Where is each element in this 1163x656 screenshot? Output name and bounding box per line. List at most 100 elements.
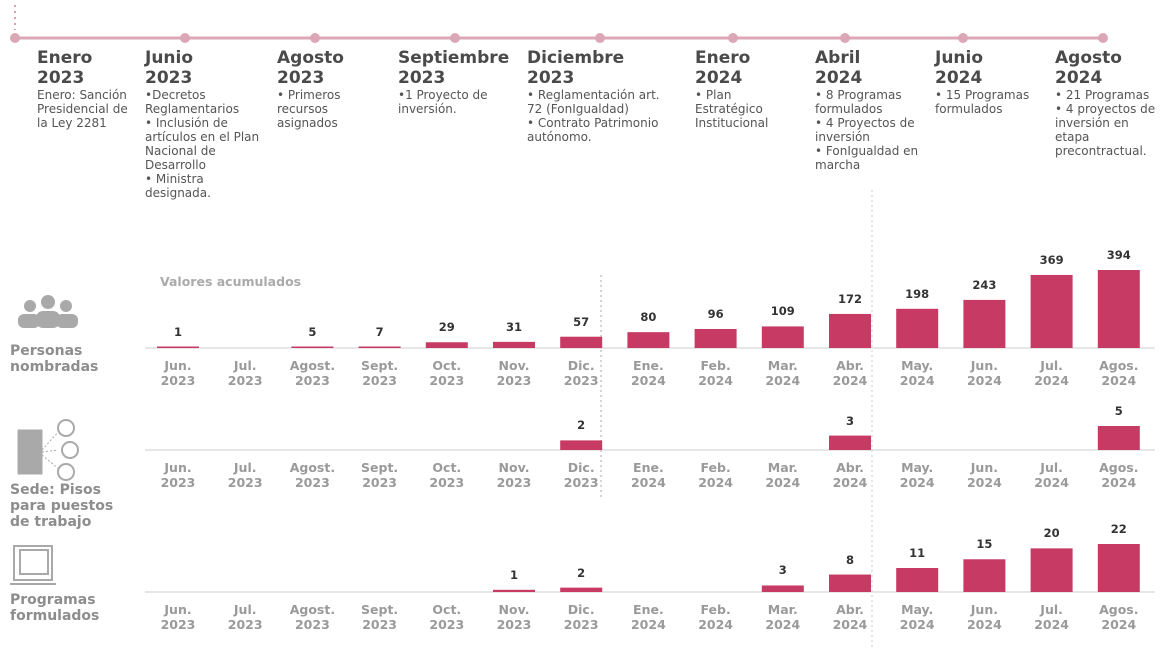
timeline-event: Junio 2024 • 15 Programas formulados bbox=[935, 48, 1035, 116]
event-item: • FonIgualdad en marcha bbox=[815, 144, 919, 172]
building-icon bbox=[17, 419, 79, 481]
value-label: 1 bbox=[509, 567, 518, 582]
event-item: Enero: Sanción Presidencial de la Ley 22… bbox=[37, 88, 128, 130]
value-label: 20 bbox=[1043, 526, 1060, 541]
x-tick-label: Nov. 2023 bbox=[496, 602, 532, 632]
value-label: 109 bbox=[770, 304, 795, 319]
event-month: Septiembre bbox=[398, 48, 510, 68]
value-label: 22 bbox=[1110, 522, 1127, 536]
x-tick-label: Jun. 2024 bbox=[966, 602, 1002, 632]
bar bbox=[1097, 544, 1140, 592]
event-month: Agosto bbox=[1055, 48, 1122, 68]
bar bbox=[1097, 426, 1140, 450]
bar bbox=[963, 299, 1006, 348]
x-tick-label: May. 2024 bbox=[899, 602, 935, 632]
x-tick-label: Oct. 2023 bbox=[429, 358, 465, 388]
event-month: Agosto bbox=[277, 48, 344, 68]
bar bbox=[761, 326, 804, 348]
event-item: • Contrato Patrimonio autónomo. bbox=[527, 116, 659, 144]
event-item: • 21 Programas bbox=[1055, 88, 1150, 102]
timeline-dot bbox=[10, 33, 20, 43]
bar bbox=[291, 346, 334, 348]
event-heading: Diciembre 2023 bbox=[527, 48, 677, 88]
bar bbox=[1030, 548, 1073, 592]
bar bbox=[493, 589, 535, 592]
timeline-dot bbox=[1098, 33, 1108, 43]
x-tick-label: May. 2024 bbox=[899, 358, 935, 388]
value-label: 11 bbox=[909, 546, 926, 560]
row-label: Personas nombradas bbox=[10, 343, 99, 375]
x-tick-label: Agost. 2023 bbox=[289, 460, 336, 490]
event-month: Junio bbox=[935, 48, 984, 68]
value-label: 31 bbox=[505, 319, 522, 334]
x-tick-label: Abr. 2024 bbox=[832, 602, 868, 632]
value-label: 243 bbox=[972, 277, 997, 292]
event-month: Diciembre bbox=[527, 48, 625, 68]
event-year: 2023 bbox=[37, 68, 85, 88]
x-tick-label: Mar. 2024 bbox=[765, 602, 801, 632]
x-tick-label: Agost. 2023 bbox=[289, 358, 336, 388]
x-tick-label: Dic. 2023 bbox=[563, 460, 599, 490]
bar bbox=[963, 559, 1006, 592]
event-year: 2024 bbox=[695, 68, 743, 88]
value-label: 80 bbox=[640, 310, 657, 325]
event-year: 2023 bbox=[527, 68, 575, 88]
bar bbox=[358, 346, 401, 348]
x-tick-label: Jun. 2023 bbox=[160, 460, 196, 490]
chart-subtitle: Valores acumulados bbox=[160, 274, 302, 289]
event-item: • 4 proyectos de inversión en etapa prec… bbox=[1055, 102, 1156, 158]
bar bbox=[1030, 274, 1073, 348]
value-label: 3 bbox=[778, 563, 787, 578]
x-tick-label: Jul. 2023 bbox=[227, 358, 263, 388]
event-year: 2024 bbox=[815, 68, 863, 88]
value-label: 1 bbox=[173, 324, 182, 339]
x-tick-label: Oct. 2023 bbox=[429, 460, 465, 490]
event-item: •1 Proyecto de inversión. bbox=[398, 88, 488, 116]
timeline-event: Septiembre 2023 •1 Proyecto de inversión. bbox=[398, 48, 513, 116]
x-tick-label: Dic. 2023 bbox=[563, 602, 599, 632]
x-tick-label: Jun. 2023 bbox=[160, 602, 196, 632]
bar bbox=[829, 313, 871, 348]
event-item: • Inclusión de artículos en el Plan Naci… bbox=[145, 116, 260, 172]
timeline-event: Enero 2024 • Plan Estratégico Instituciona… bbox=[695, 48, 800, 130]
x-tick-label: Jun. 2024 bbox=[966, 460, 1002, 490]
value-label: 5 bbox=[308, 324, 317, 339]
bar bbox=[896, 308, 939, 348]
event-year: 2023 bbox=[398, 68, 446, 88]
event-month: Junio bbox=[145, 48, 194, 68]
x-tick-label: Jul. 2024 bbox=[1034, 602, 1069, 632]
x-tick-label: Jun. 2023 bbox=[160, 358, 196, 388]
timeline-dot bbox=[840, 33, 850, 43]
timeline-event: Junio 2023 •Decretos Reglamentarios • Inclu… bbox=[145, 48, 263, 200]
value-label: 8 bbox=[845, 552, 854, 567]
x-tick-label: Sept. 2023 bbox=[361, 460, 399, 490]
value-label: 369 bbox=[1039, 252, 1064, 267]
value-label: 57 bbox=[573, 314, 590, 329]
x-tick-label: Jul. 2024 bbox=[1034, 460, 1069, 490]
value-label: 172 bbox=[837, 291, 862, 306]
bar bbox=[425, 342, 468, 348]
x-tick-label: Jul. 2023 bbox=[227, 460, 263, 490]
bar bbox=[560, 587, 603, 592]
event-month: Abril bbox=[815, 48, 861, 68]
bar bbox=[761, 585, 804, 592]
bar bbox=[627, 332, 670, 348]
timeline-dot bbox=[180, 33, 190, 43]
x-tick-label: Abr. 2024 bbox=[832, 358, 868, 388]
timeline-event: Abril 2024 • 8 Programas formulados • 4 Pro… bbox=[815, 48, 925, 172]
event-year: 2023 bbox=[145, 68, 193, 88]
x-tick-label: Sept. 2023 bbox=[361, 602, 399, 632]
value-label: 96 bbox=[707, 306, 724, 321]
row-label: Programas formulados bbox=[10, 592, 100, 624]
event-item: •Decretos Reglamentarios bbox=[145, 88, 240, 116]
x-tick-label: Agos. 2024 bbox=[1099, 460, 1139, 490]
event-heading: Agosto 2023 bbox=[277, 48, 377, 88]
event-month: Enero bbox=[695, 48, 751, 68]
x-tick-label: Jun. 2024 bbox=[966, 358, 1002, 388]
event-item: • Plan Estratégico Institucional bbox=[695, 88, 769, 130]
program-icon bbox=[10, 545, 56, 585]
value-label: 394 bbox=[1106, 248, 1131, 262]
event-heading: Junio 2023 bbox=[145, 48, 263, 88]
bar bbox=[896, 568, 939, 592]
event-heading: Septiembre 2023 bbox=[398, 48, 513, 88]
